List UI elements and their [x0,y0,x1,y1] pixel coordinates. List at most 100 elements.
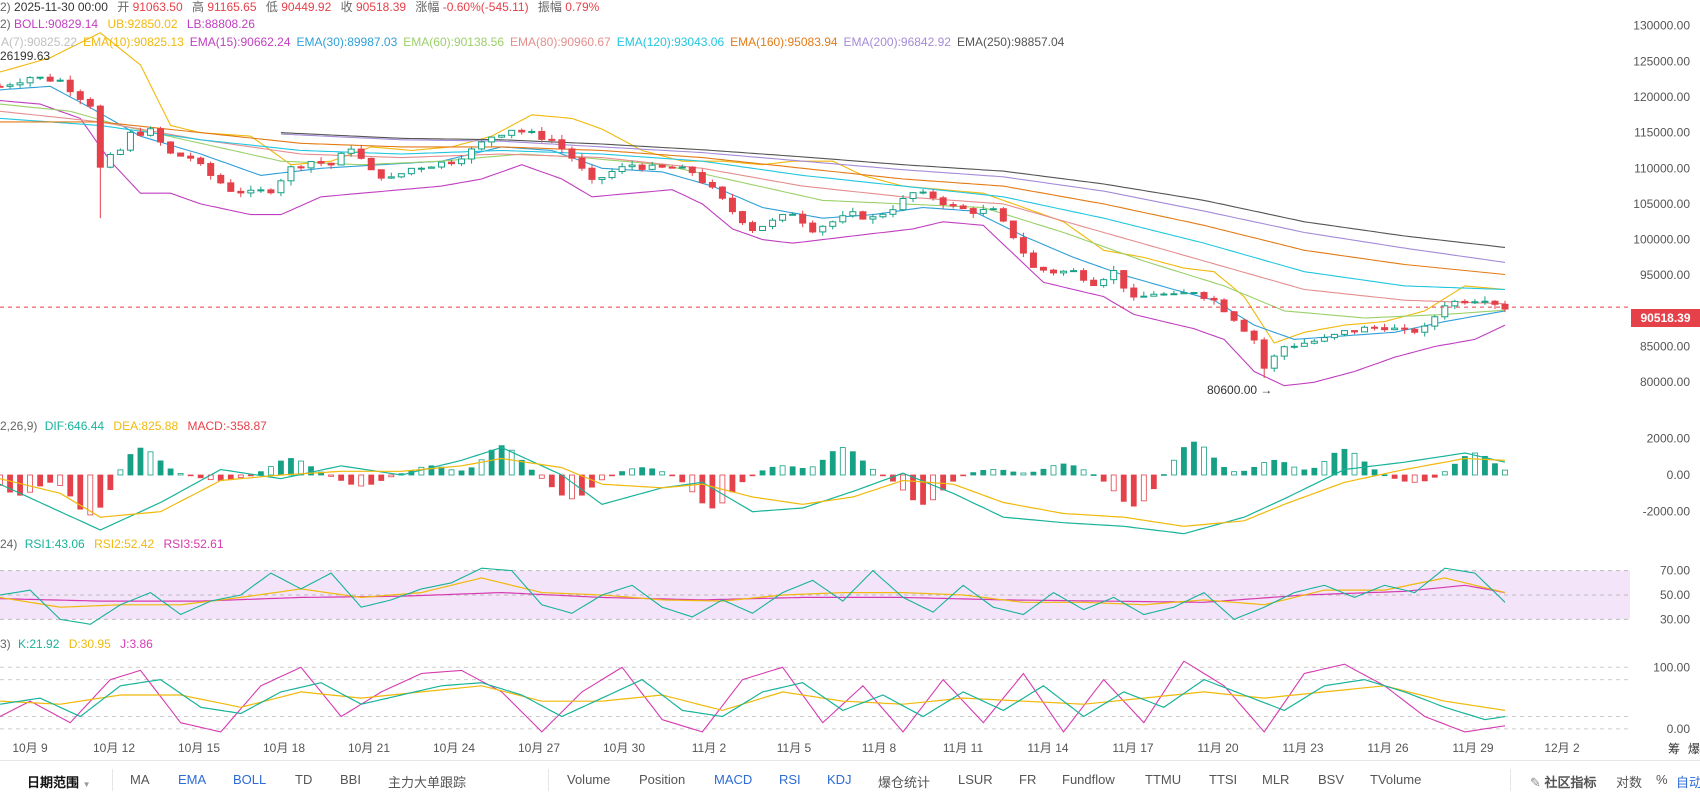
candle-body [267,189,275,194]
macd-tick-label: 2000.00 [1647,431,1691,445]
chart-area[interactable]: 130000.00 125000.00 120000.00 115000.00 1100… [0,0,1700,760]
kdj-j: J:3.86 [120,637,153,651]
macd-bar [1251,466,1258,476]
date-range-button[interactable]: 日期范围 ▼ [27,775,91,790]
candle-body [207,163,215,176]
main-ema-button[interactable]: EMA [178,772,207,787]
kdj-j-line [0,660,1506,733]
sub-rsi-button[interactable]: RSI [779,772,801,787]
main-td-button[interactable]: TD [295,772,313,787]
sub-macd-button[interactable]: MACD [714,772,753,787]
candle-body [327,162,335,166]
ema-legend-item: EMA(250):98857.04 [956,35,1065,49]
macd-bar [0,474,3,486]
percent-scale-toggle[interactable]: % [1656,772,1668,787]
price-tick-label: 85000.00 [1640,340,1690,354]
sub-ttmu-button[interactable]: TTMU [1145,772,1182,787]
main-boll-button[interactable]: BOLL [233,772,267,787]
main-bbi-button[interactable]: BBI [340,772,361,787]
main-ma-button[interactable]: MA [130,772,150,787]
sub-mlr-button[interactable]: MLR [1262,772,1290,787]
candle-body [749,222,756,231]
candle-body [126,131,134,151]
candle-body [1019,237,1027,254]
macd-bar [247,474,254,477]
main-force-button[interactable]: 主力大单跟踪 [388,775,467,790]
candle-body [66,79,74,93]
auto-scale-toggle[interactable]: 自动 [1676,775,1700,790]
candle-body [197,157,205,165]
sub-ttsi-button[interactable]: TTSI [1209,772,1238,787]
sub-tvolume-button[interactable]: TVolume [1370,772,1422,787]
log-scale-toggle[interactable]: 对数 [1616,775,1643,790]
macd-bar [1140,474,1147,502]
candle-body [1461,300,1469,304]
datetime-label: 2025-11-30 00:00 [14,0,108,14]
macd-bar [1231,471,1237,476]
candle-body [478,141,486,150]
x-tick-label: 10月 18 [263,741,305,755]
candle-body [16,82,24,86]
candle-body [96,105,104,168]
axes: 130000.00 125000.00 120000.00 115000.00 1100… [12,19,1690,755]
macd-bar [107,474,114,490]
candle-body [678,166,686,169]
candle-body [387,176,395,179]
candle-body [1070,270,1078,273]
x-tick-label: 11月 17 [1112,741,1153,755]
rsi-legend: 24) RSI1:43.06 RSI2:52.42 RSI3:52.61 [0,537,224,551]
rsi2-line [0,577,1506,608]
candle-body [1361,326,1369,333]
ema-legend-item: EMA(120):93043.06 [616,35,725,49]
candle-body [1039,266,1047,271]
edit-icon: ✎ [1530,775,1541,790]
macd-bar [1030,471,1037,476]
macd-bar [538,474,545,479]
sub-volume-button[interactable]: Volume [567,772,611,787]
sub-bsv-button[interactable]: BSV [1318,772,1345,787]
boll-lb: LB:88808.26 [186,17,255,31]
macd-bar [1160,474,1167,476]
candle-body [397,173,405,178]
close-label: 收 [340,0,353,14]
sub-fundflow-button[interactable]: Fundflow [1062,772,1115,787]
overlay-ema80-line [0,110,1506,305]
candle-body [1330,333,1338,339]
candle-body [1290,345,1298,348]
community-indicators-button[interactable]: ✎ 社区指标 [1530,775,1597,790]
overlay-ema160-line [0,121,1506,276]
macd-bar [1401,474,1408,482]
sub-lsur-button[interactable]: LSUR [958,772,993,787]
sub-fr-button[interactable]: FR [1019,772,1037,787]
candle-body [26,77,34,84]
macd-bar [829,451,836,476]
macd-bar [257,471,264,476]
macd-bar [1331,452,1338,476]
sub-position-button[interactable]: Position [639,772,686,787]
rsi-band [0,570,1630,620]
ema-legend-item: MA(7):90825.22 [0,35,78,49]
macd-bar [197,474,204,479]
macd-bar [167,468,174,476]
candle-body [1481,300,1489,303]
divider [548,769,549,791]
ema-legend-item: EMA(200):96842.92 [843,35,951,49]
candle-body [1160,293,1168,296]
sub-liquidation-button[interactable]: 爆仓统计 [878,775,931,790]
sub-kdj-button[interactable]: KDJ [827,772,852,787]
candle-body [708,181,716,188]
price-tick-label: 105000.00 [1633,197,1690,211]
macd-value: MACD:-358.87 [187,419,267,433]
candle-body [1050,269,1057,274]
macd-bar [1191,441,1197,476]
macd-bar [1201,446,1207,476]
candle-body [879,213,887,218]
top-left-value: 26199.63 [0,49,51,63]
macd-bar [7,474,13,493]
candle-body [819,225,827,233]
candle-body [738,211,746,224]
divider [112,769,113,791]
change-label: 涨幅 [415,0,440,14]
candlestick-chart[interactable]: 130000.00 125000.00 120000.00 115000.00 1100… [0,0,1700,760]
candle-body [1140,295,1148,298]
